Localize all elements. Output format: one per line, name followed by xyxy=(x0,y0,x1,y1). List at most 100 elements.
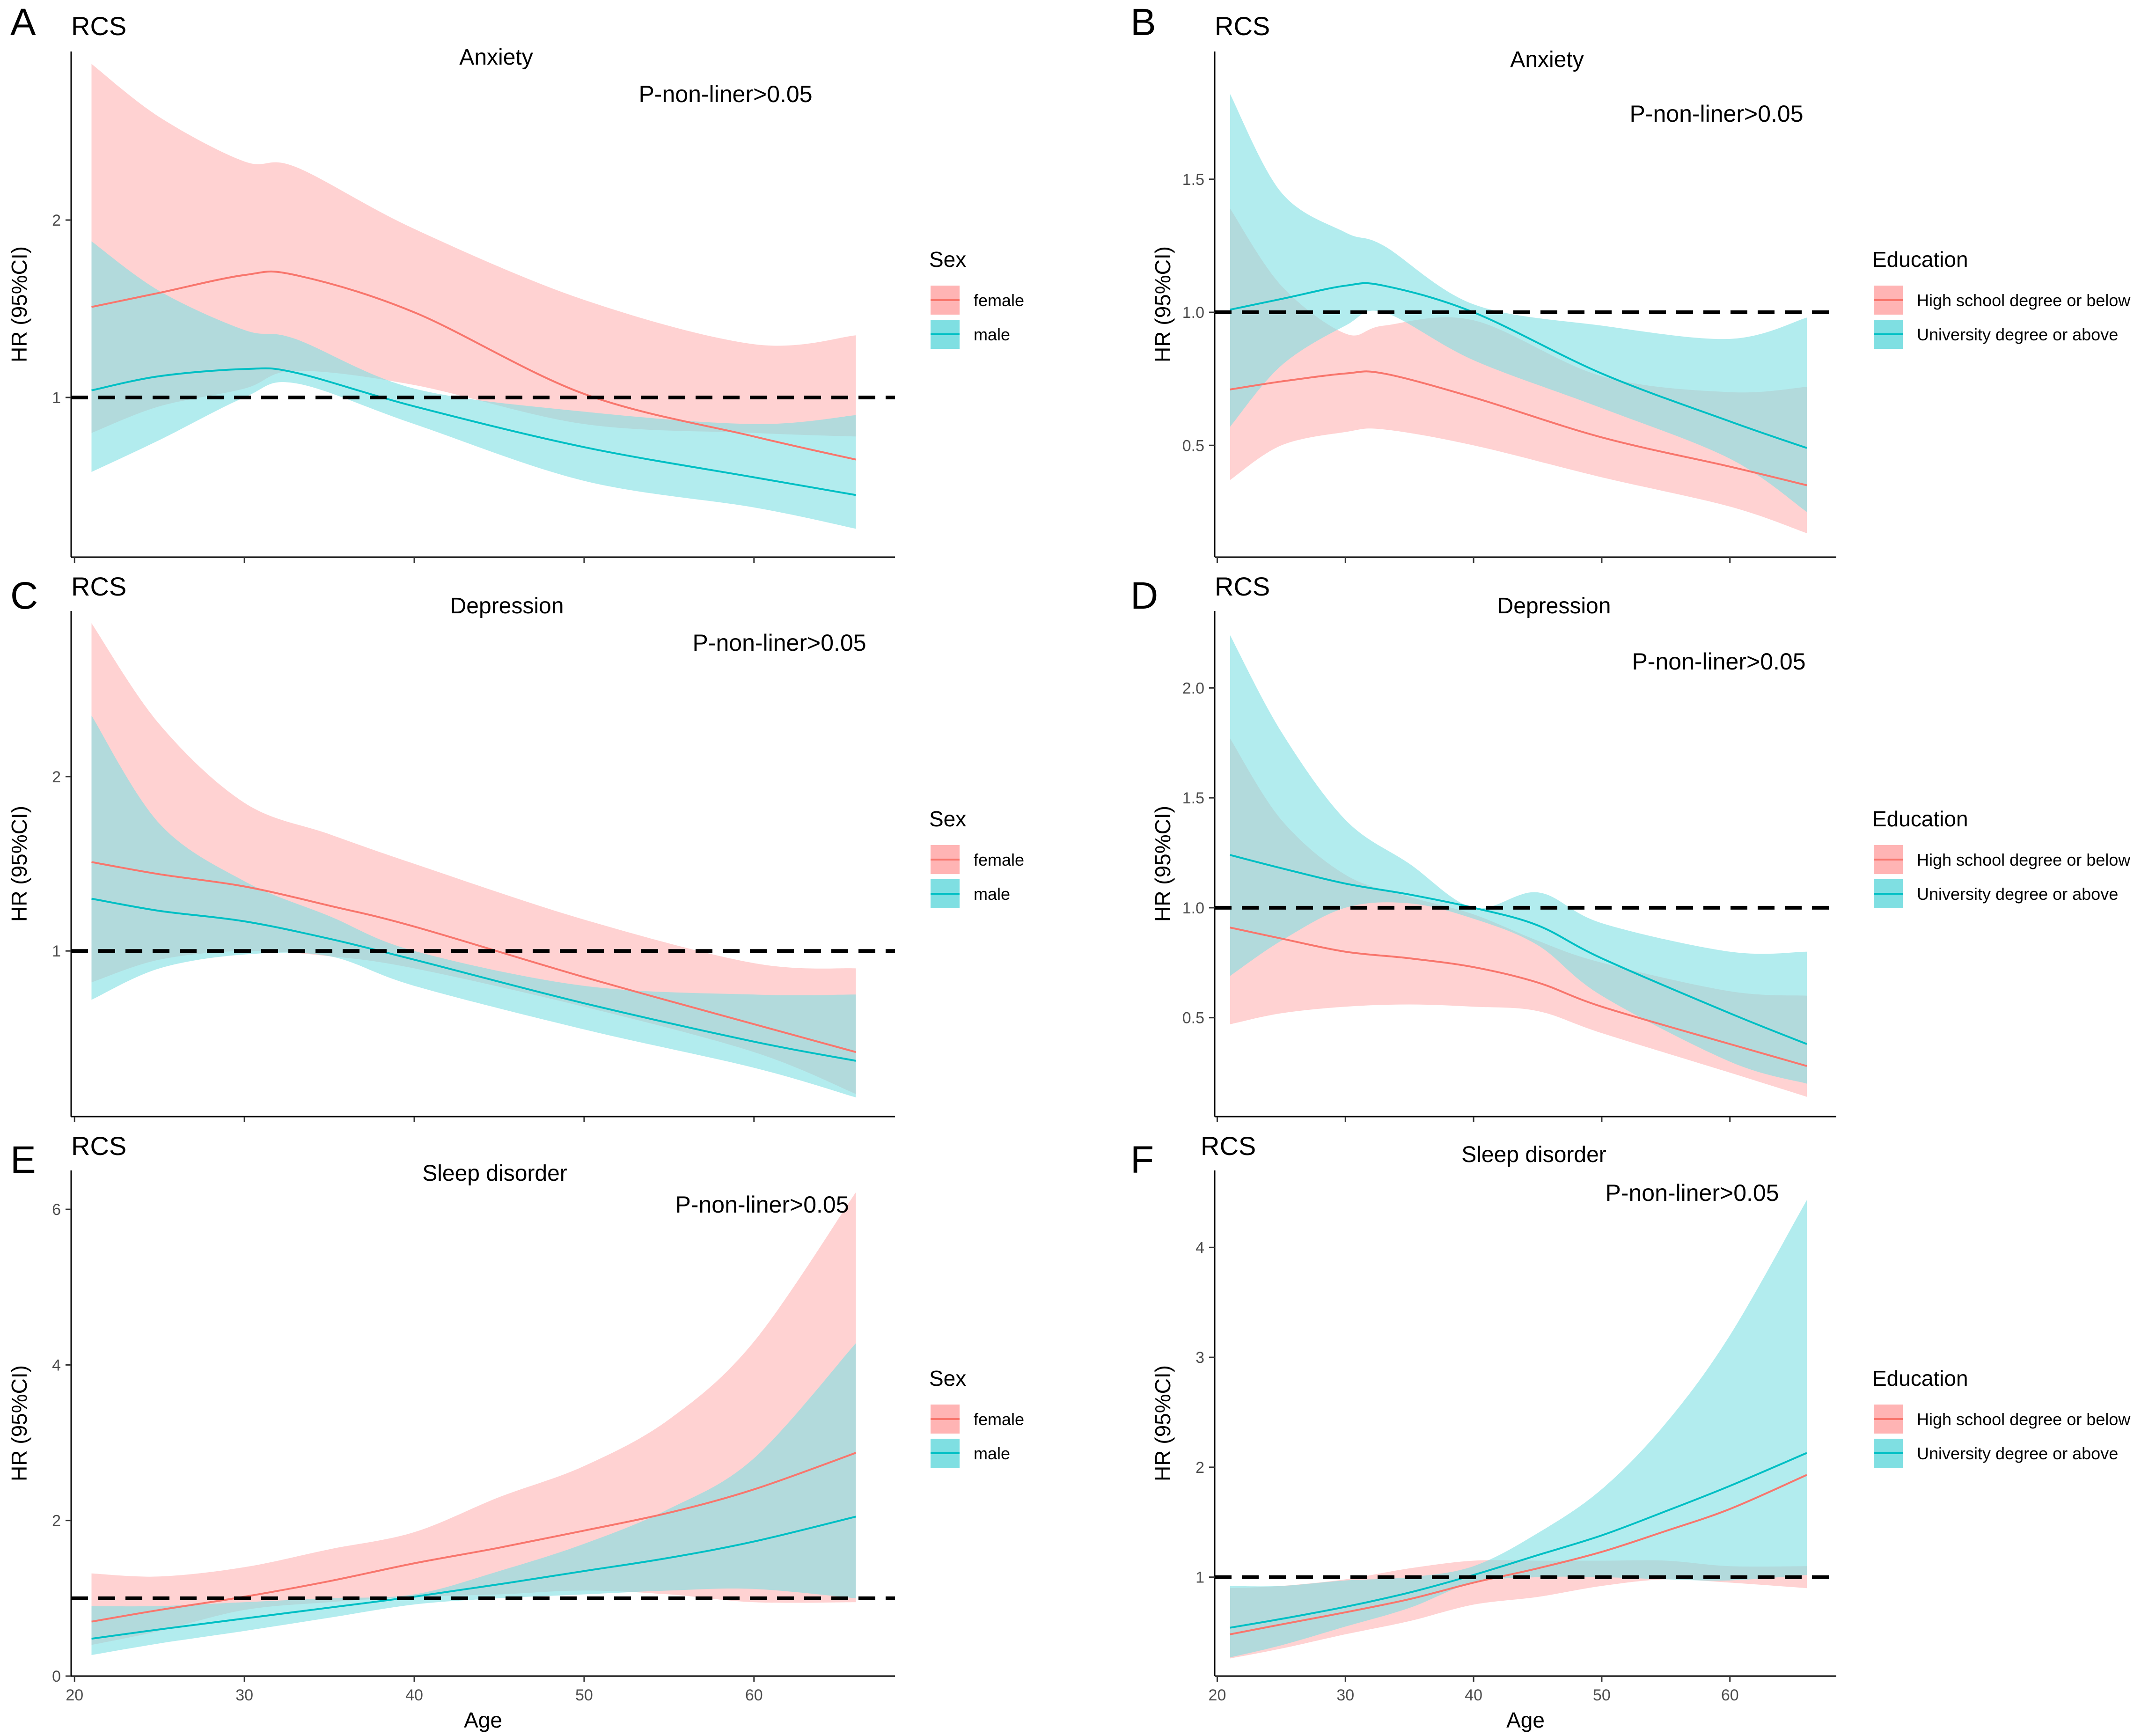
rcs-label-e: RCS xyxy=(71,1131,126,1161)
panel-d: 0.5 1.0 1.5 2.0 HR (95%CI) D RCS Depression P-no… xyxy=(1130,572,2131,1122)
hr-line-f-0 xyxy=(1230,1474,1807,1635)
ci-band-b-1 xyxy=(1230,94,1807,512)
hr-line-c-1 xyxy=(91,897,856,1062)
legend-c: Sex female male xyxy=(929,807,1024,908)
panel-title-a: Anxiety xyxy=(459,45,533,70)
ci-band-d-1 xyxy=(1230,635,1807,1084)
ci-band-c-1 xyxy=(91,715,856,1097)
x-axis-label-e: Age xyxy=(464,1708,502,1732)
y-tick-label-d: 1.0 xyxy=(1182,899,1204,917)
legend-title-d: Education xyxy=(1872,807,1968,831)
x-tick-label-e: 30 xyxy=(235,1686,253,1704)
y-axis-label-e: HR (95%CI) xyxy=(7,1365,31,1481)
legend-label-a-0: female xyxy=(974,291,1024,310)
hr-line-d-0 xyxy=(1230,927,1807,1067)
panel-b: 0.5 1.0 1.5 HR (95%CI) B RCS Anxiety P-non-line… xyxy=(1130,1,2131,563)
x-tick-label-f: 30 xyxy=(1336,1686,1354,1704)
x-axis-label-f: Age xyxy=(1506,1708,1545,1732)
rcs-label-a: RCS xyxy=(71,11,126,41)
x-tick-label-e: 50 xyxy=(575,1686,593,1704)
legend-a: Sex female male xyxy=(929,247,1024,349)
ci-band-f-1 xyxy=(1230,1200,1807,1658)
panel-letter-d: D xyxy=(1130,574,1158,617)
x-tick-label-e: 40 xyxy=(405,1686,423,1704)
legend-title-f: Education xyxy=(1872,1366,1968,1390)
x-tick-label-e: 60 xyxy=(745,1686,763,1704)
y-tick-label-e: 2 xyxy=(52,1512,61,1530)
panel-title-f: Sleep disorder xyxy=(1461,1142,1606,1167)
legend-title-c: Sex xyxy=(929,807,966,831)
legend-d: Education High school degree or below Univ… xyxy=(1872,807,2131,908)
hr-line-a-1 xyxy=(91,367,856,496)
y-tick-label-e: 4 xyxy=(52,1356,61,1374)
p-annotation-c: P-non-liner>0.05 xyxy=(692,630,866,656)
y-tick-label-f: 2 xyxy=(1195,1459,1204,1477)
panel-title-c: Depression xyxy=(450,594,564,618)
legend-label-f-1: University degree or above xyxy=(1917,1444,2118,1463)
rcs-label-b: RCS xyxy=(1215,11,1270,41)
y-tick-label-a: 2 xyxy=(52,212,61,229)
y-axis-label-c: HR (95%CI) xyxy=(7,806,31,922)
y-tick-label-e: 6 xyxy=(52,1201,61,1219)
rcs-label-d: RCS xyxy=(1215,572,1270,601)
x-tick-label-e: 20 xyxy=(66,1686,83,1704)
ci-band-e-1 xyxy=(91,1343,856,1655)
legend-label-c-0: female xyxy=(974,850,1024,869)
x-tick-label-f: 40 xyxy=(1465,1686,1482,1704)
legend-label-a-1: male xyxy=(974,325,1010,344)
legend-label-c-1: male xyxy=(974,884,1010,904)
x-tick-label-f: 20 xyxy=(1209,1686,1226,1704)
rcs-label-c: RCS xyxy=(71,572,126,601)
y-tick-label-b: 1.0 xyxy=(1182,304,1204,322)
hr-line-f-1 xyxy=(1230,1452,1807,1629)
panel-letter-e: E xyxy=(10,1139,36,1181)
panel-e: 0 2 4 6 20 30 40 50 60 HR (95%CI) Age E RCS Sleep dis… xyxy=(7,1131,1024,1732)
y-axis-label-f: HR (95%CI) xyxy=(1151,1365,1175,1481)
p-annotation-b: P-non-liner>0.05 xyxy=(1629,101,1803,127)
legend-e: Sex female male xyxy=(929,1366,1024,1468)
legend-f: Education High school degree or below Univ… xyxy=(1872,1366,2131,1468)
legend-label-d-0: High school degree or below xyxy=(1917,850,2131,869)
panel-title-d: Depression xyxy=(1497,594,1611,618)
hr-line-e-0 xyxy=(91,1452,857,1623)
legend-title-a: Sex xyxy=(929,247,966,272)
legend-label-b-1: University degree or above xyxy=(1917,325,2118,344)
rcs-label-f: RCS xyxy=(1201,1131,1256,1161)
y-tick-label-c: 2 xyxy=(52,768,61,786)
hr-line-d-1 xyxy=(1230,854,1807,1045)
panel-title-b: Anxiety xyxy=(1510,47,1584,72)
panel-letter-f: F xyxy=(1130,1139,1154,1181)
legend-label-d-1: University degree or above xyxy=(1917,884,2118,904)
panel-letter-c: C xyxy=(10,574,38,617)
y-tick-label-d: 1.5 xyxy=(1182,789,1204,807)
y-tick-label-d: 2.0 xyxy=(1182,679,1204,697)
p-annotation-f: P-non-liner>0.05 xyxy=(1605,1180,1779,1206)
ci-band-c-0 xyxy=(91,623,856,1094)
y-tick-label-f: 4 xyxy=(1195,1239,1204,1257)
hr-line-a-0 xyxy=(91,270,856,461)
panel-letter-a: A xyxy=(10,1,36,44)
panel-a: 1 2 HR (95%CI) A RCS Anxiety P-non-liner>0.05 S… xyxy=(7,1,1024,563)
y-axis-label-b: HR (95%CI) xyxy=(1151,246,1175,362)
y-tick-label-e: 0 xyxy=(52,1668,61,1685)
hr-line-b-0 xyxy=(1230,370,1807,486)
legend-title-e: Sex xyxy=(929,1366,966,1390)
panel-c: 1 2 HR (95%CI) C RCS Depression P-non-liner>0.… xyxy=(7,572,1024,1122)
panel-title-e: Sleep disorder xyxy=(422,1161,567,1186)
p-annotation-e: P-non-liner>0.05 xyxy=(675,1192,849,1218)
legend-label-e-1: male xyxy=(974,1444,1010,1463)
x-tick-label-f: 50 xyxy=(1593,1686,1611,1704)
y-tick-label-b: 0.5 xyxy=(1182,437,1204,455)
panel-letter-b: B xyxy=(1130,1,1156,44)
legend-b: Education High school degree or below Univ… xyxy=(1872,247,2131,349)
y-tick-label-b: 1.5 xyxy=(1182,171,1204,189)
legend-label-e-0: female xyxy=(974,1410,1024,1429)
y-tick-label-c: 1 xyxy=(52,942,61,960)
y-axis-label-a: HR (95%CI) xyxy=(7,246,31,362)
y-tick-label-f: 3 xyxy=(1195,1349,1204,1367)
y-tick-label-f: 1 xyxy=(1195,1569,1204,1587)
hr-line-c-0 xyxy=(91,861,857,1053)
p-annotation-d: P-non-liner>0.05 xyxy=(1632,648,1805,675)
y-tick-label-d: 0.5 xyxy=(1182,1009,1204,1027)
